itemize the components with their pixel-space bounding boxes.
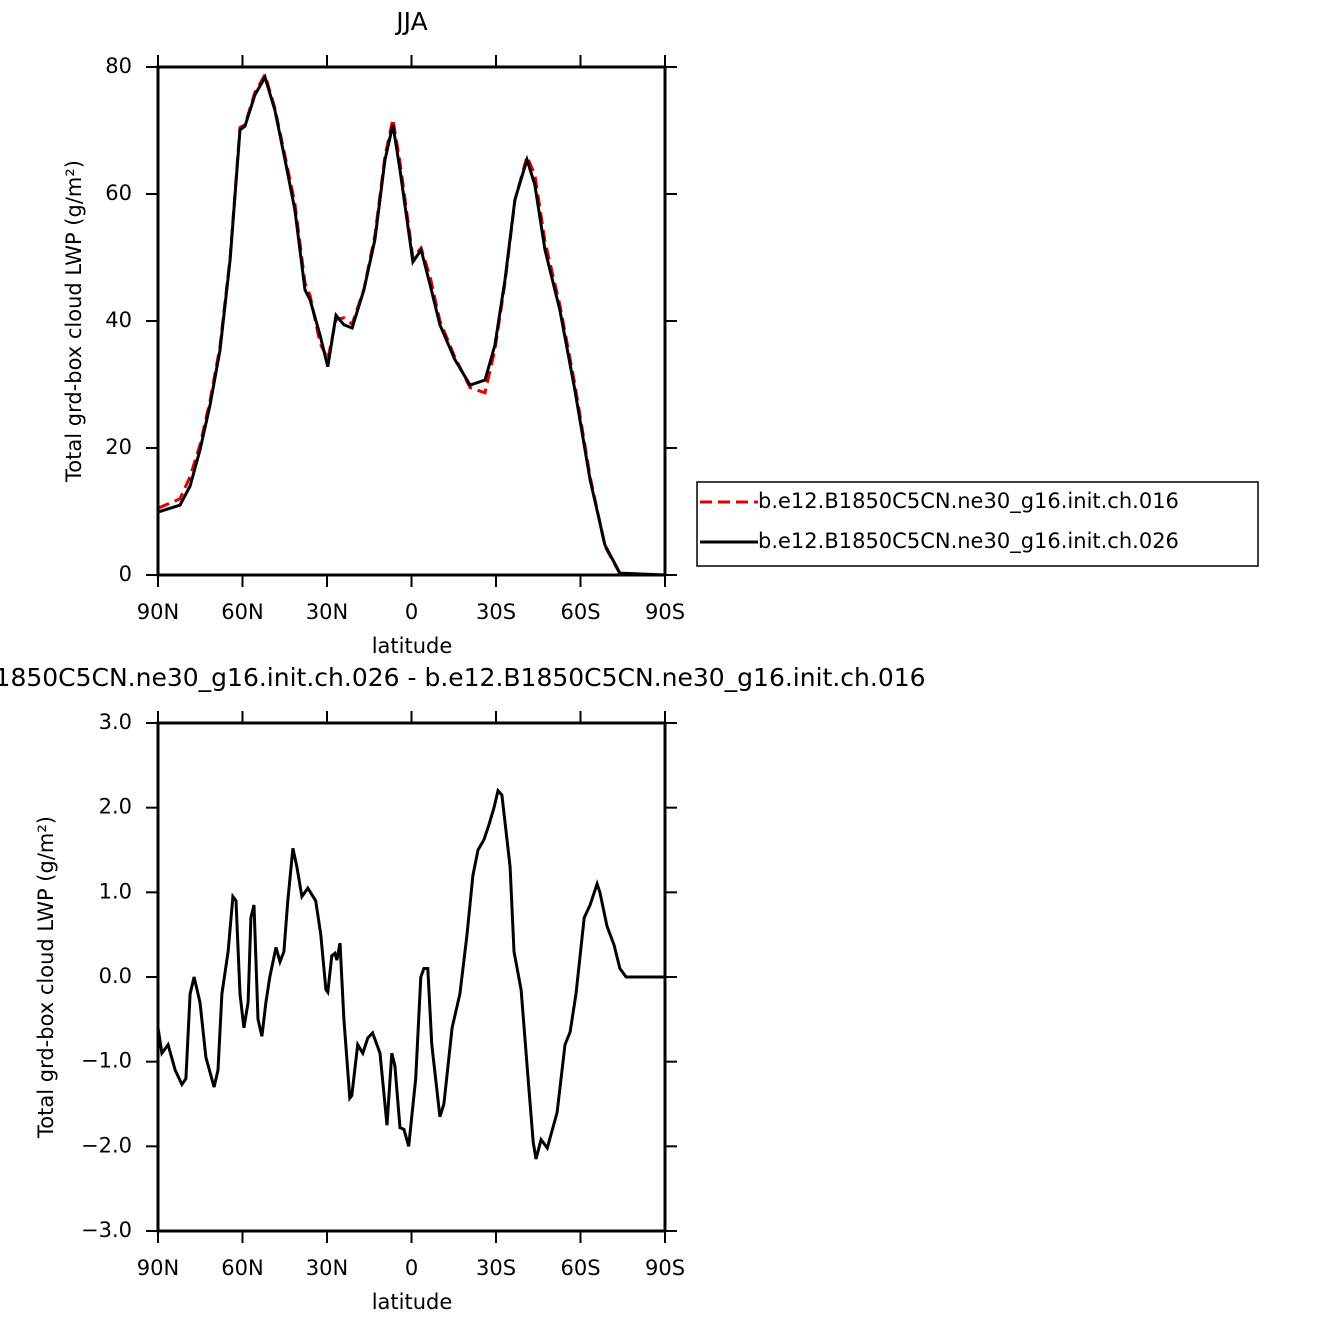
y-tick-label: −3.0 bbox=[81, 1218, 132, 1242]
legend-label: b.e12.B1850C5CN.ne30_g16.init.ch.026 bbox=[758, 529, 1179, 554]
x-tick-label: 30N bbox=[306, 600, 348, 624]
x-tick-label: 30N bbox=[306, 1256, 348, 1280]
x-tick-label: 60N bbox=[221, 600, 263, 624]
y-axis-label: Total grd-box cloud LWP (g/m²) bbox=[62, 160, 86, 483]
y-tick-label: 1.0 bbox=[99, 879, 132, 903]
x-tick-label: 90S bbox=[645, 600, 685, 624]
y-tick-label: 40 bbox=[105, 308, 132, 332]
data-line bbox=[157, 70, 666, 577]
x-tick-label: 90N bbox=[137, 1256, 179, 1280]
x-axis-label: latitude bbox=[372, 634, 453, 658]
y-axis-label: Total grd-box cloud LWP (g/m²) bbox=[34, 816, 58, 1139]
data-line bbox=[157, 73, 666, 577]
y-tick-label: 0.0 bbox=[99, 964, 132, 988]
y-tick-label: 2.0 bbox=[99, 795, 132, 819]
x-tick-label: 30S bbox=[476, 600, 516, 624]
plot-frame bbox=[156, 65, 667, 577]
plot-frame bbox=[156, 721, 667, 1233]
legend-box bbox=[696, 481, 1259, 567]
chart-title: JJA bbox=[394, 7, 427, 36]
y-tick-label: 60 bbox=[105, 181, 132, 205]
x-axis-label: latitude bbox=[372, 1290, 453, 1314]
y-tick-label: −2.0 bbox=[81, 1133, 132, 1157]
x-tick-label: 60S bbox=[560, 600, 600, 624]
y-tick-label: 20 bbox=[105, 435, 132, 459]
x-tick-label: 30S bbox=[476, 1256, 516, 1280]
x-tick-label: 0 bbox=[405, 600, 418, 624]
x-tick-label: 90S bbox=[645, 1256, 685, 1280]
x-tick-label: 0 bbox=[405, 1256, 418, 1280]
legend-label: b.e12.B1850C5CN.ne30_g16.init.ch.016 bbox=[758, 489, 1179, 514]
y-tick-label: 80 bbox=[105, 54, 132, 78]
y-tick-label: −1.0 bbox=[81, 1049, 132, 1073]
y-tick-label: 3.0 bbox=[99, 710, 132, 734]
data-line bbox=[156, 787, 665, 1160]
x-tick-label: 90N bbox=[137, 600, 179, 624]
x-tick-label: 60S bbox=[560, 1256, 600, 1280]
y-tick-label: 0 bbox=[119, 562, 132, 586]
chart-title: b.e12.B1850C5CN.ne30_g16.init.ch.026 - b… bbox=[0, 663, 926, 692]
x-tick-label: 60N bbox=[221, 1256, 263, 1280]
